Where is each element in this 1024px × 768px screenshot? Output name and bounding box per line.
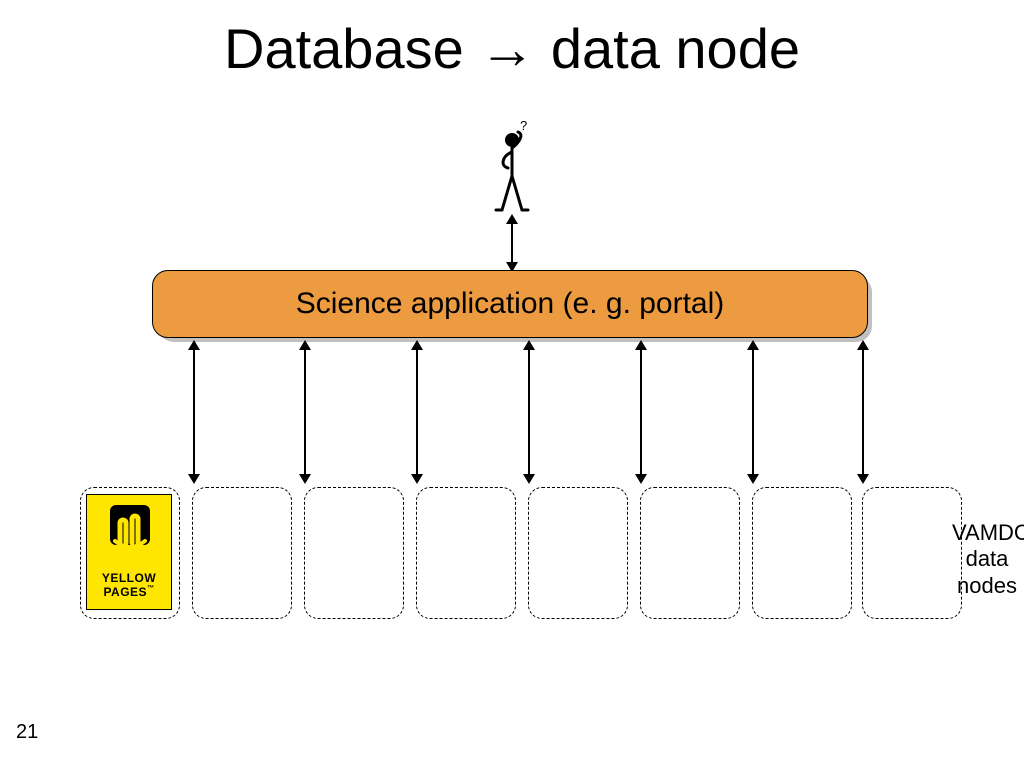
yellow-pages-icon: YELLOW PAGES™ bbox=[86, 494, 172, 610]
arrow-person-to-app bbox=[511, 222, 513, 264]
arrow-app-to-node-0 bbox=[193, 348, 195, 476]
arrow-app-to-node-2 bbox=[416, 348, 418, 476]
svg-text:?: ? bbox=[520, 118, 527, 133]
slide-number: 21 bbox=[16, 721, 38, 744]
yellow-pages-line2: PAGES™ bbox=[87, 585, 171, 599]
data-node-6 bbox=[752, 487, 852, 619]
arrow-app-to-node-5 bbox=[752, 348, 754, 476]
arrow-app-to-node-6 bbox=[862, 348, 864, 476]
data-node-7 bbox=[862, 487, 962, 619]
yellow-pages-line1: YELLOW bbox=[87, 571, 171, 585]
slide-title: Database → data node bbox=[0, 16, 1024, 81]
arrow-app-to-node-1 bbox=[304, 348, 306, 476]
data-node-4 bbox=[528, 487, 628, 619]
science-application-box: Science application (e. g. portal) bbox=[152, 270, 868, 338]
data-node-1 bbox=[192, 487, 292, 619]
arrow-app-to-node-4 bbox=[640, 348, 642, 476]
nodes-caption: VAMDC data nodes bbox=[952, 520, 1022, 599]
arrow-app-to-node-3 bbox=[528, 348, 530, 476]
data-node-5 bbox=[640, 487, 740, 619]
data-node-3 bbox=[416, 487, 516, 619]
confused-person-icon: ? bbox=[490, 118, 534, 216]
data-node-2 bbox=[304, 487, 404, 619]
